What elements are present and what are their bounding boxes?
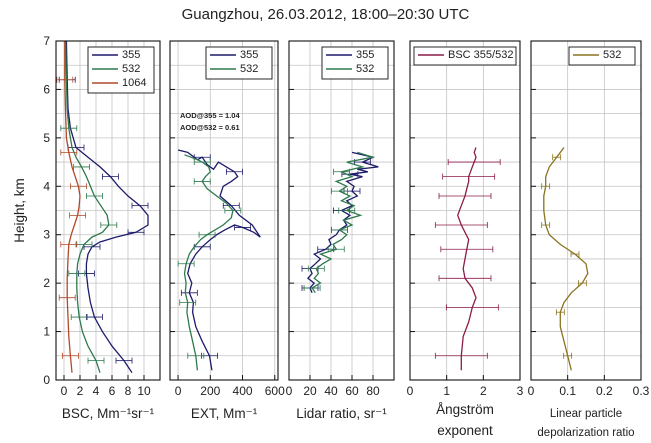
x-axis-label: Ångström (436, 402, 494, 417)
x-axis-label: EXT, Mm⁻¹ (191, 406, 258, 421)
x-tick-label: 60 (345, 384, 359, 398)
legend-box (321, 46, 389, 80)
y-tick-label: 3 (43, 228, 50, 242)
series-line (457, 147, 477, 371)
legend-label: 355 (122, 49, 140, 61)
x-axis-label: BSC, Mm⁻¹sr⁻¹ (62, 406, 155, 421)
legend-box (205, 46, 273, 80)
panel-frame (530, 40, 642, 381)
x-tick-label: 20 (303, 384, 317, 398)
series-line (64, 40, 110, 373)
x-tick-label: 400 (233, 384, 253, 398)
panel-frame (55, 40, 161, 381)
legend-label: 355 (356, 49, 374, 61)
x-tick-label: 2 (480, 384, 487, 398)
x-tick-label: 200 (200, 384, 220, 398)
figure-title: Guangzhou, 26.03.2012, 18:00–20:30 UTC (181, 6, 470, 23)
legend-label: BSC 355/532 (448, 49, 513, 61)
x-tick-label: 0 (407, 384, 414, 398)
y-axis-label: Height, km (12, 178, 27, 243)
legend-label: 355 (240, 49, 258, 61)
x-tick-label: 0 (61, 384, 68, 398)
legend-label: 532 (240, 63, 258, 75)
x-tick-label: 80 (366, 384, 380, 398)
legend-box (568, 46, 636, 66)
legend-label: 532 (356, 63, 374, 75)
series-line (177, 149, 261, 371)
panel-frame (409, 40, 521, 381)
aod-annotation: AOD@355 = 1.04 (180, 111, 240, 120)
legend-label: 532 (122, 63, 140, 75)
series-line (183, 154, 234, 371)
aod-annotation: AOD@532 = 0.61 (180, 123, 240, 132)
x-tick-label: 0 (175, 384, 182, 398)
legend-label: 1064 (122, 77, 146, 89)
x-tick-label: 0 (528, 384, 535, 398)
x-tick-label: 3 (517, 384, 524, 398)
x-axis-label: depolarization ratio (537, 427, 634, 439)
y-tick-label: 7 (43, 34, 50, 48)
legend-box (413, 46, 517, 66)
x-axis-label: Lidar ratio, sr⁻¹ (296, 406, 387, 421)
panel-frame (169, 40, 279, 381)
y-tick-label: 4 (43, 179, 50, 193)
legend-label: 532 (603, 49, 621, 61)
x-tick-label: 0.3 (633, 384, 650, 398)
y-tick-label: 0 (43, 373, 50, 387)
y-tick-label: 6 (43, 82, 50, 96)
x-axis-label: Linear particle (550, 408, 622, 420)
x-tick-label: 0.2 (596, 384, 613, 398)
x-tick-label: 1 (443, 384, 450, 398)
x-tick-label: 2 (77, 384, 84, 398)
x-tick-label: 40 (324, 384, 338, 398)
series-line (311, 151, 374, 294)
x-tick-label: 0.1 (559, 384, 576, 398)
x-tick-label: 6 (109, 384, 116, 398)
x-axis-label: exponent (437, 423, 493, 438)
y-tick-label: 2 (43, 276, 50, 290)
y-tick-label: 1 (43, 325, 50, 339)
x-tick-label: 10 (137, 384, 151, 398)
x-tick-label: 8 (125, 384, 132, 398)
x-tick-label: 4 (93, 384, 100, 398)
series-line (306, 151, 379, 294)
x-tick-label: 0 (286, 384, 293, 398)
y-tick-label: 5 (43, 131, 50, 145)
x-tick-label: 600 (265, 384, 285, 398)
panel-frame (288, 40, 395, 381)
